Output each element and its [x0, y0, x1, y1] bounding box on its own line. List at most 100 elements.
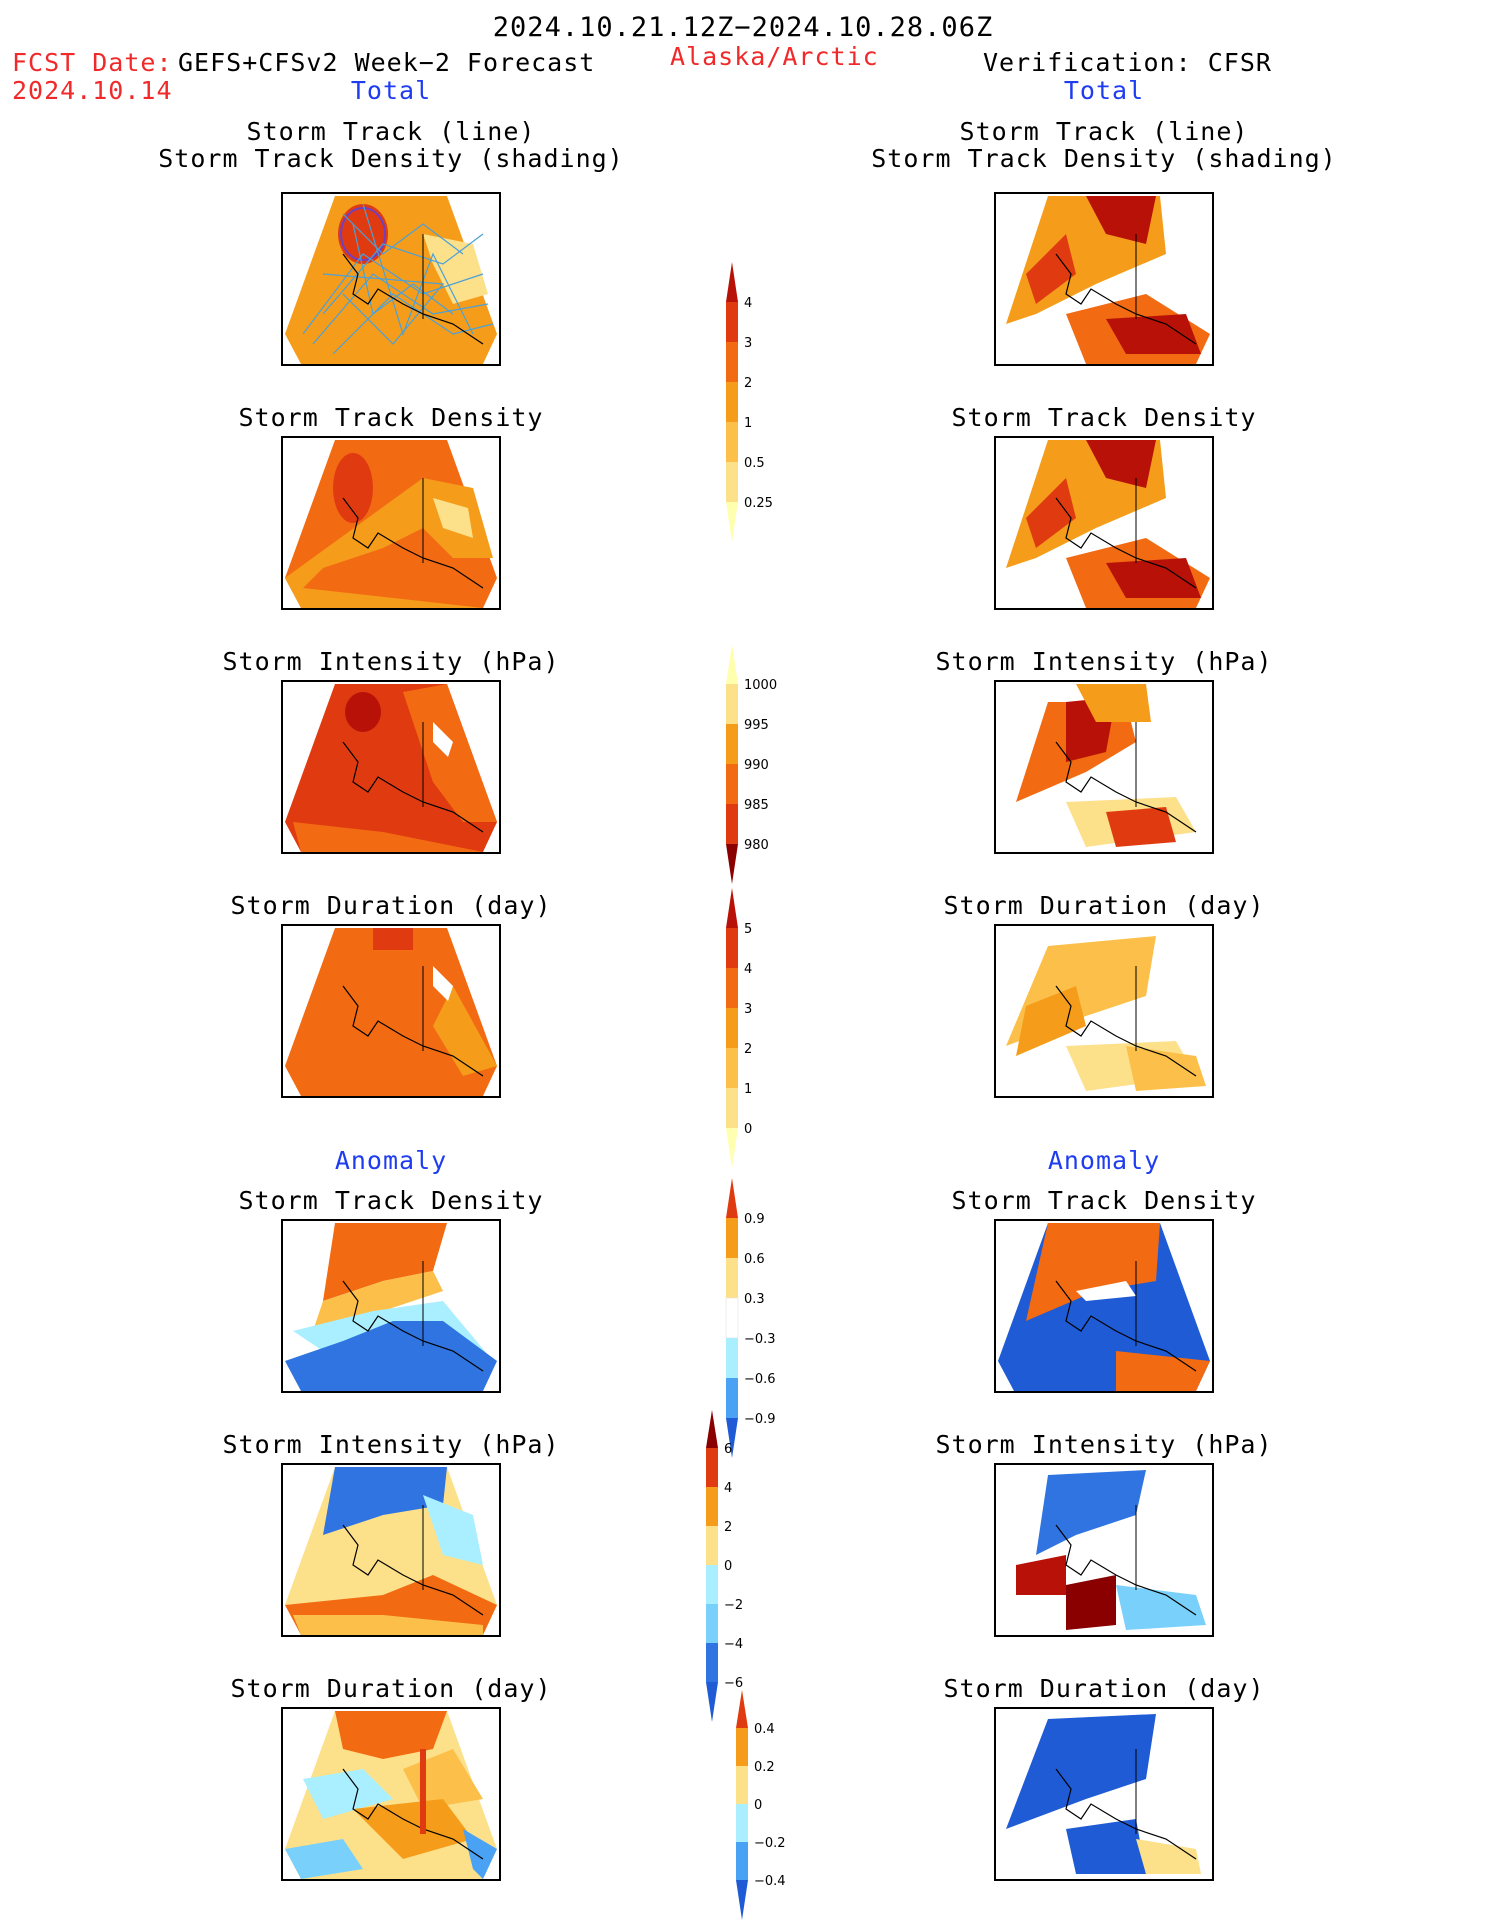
cb-density-anom-tick-0-6: 0.6: [744, 1252, 765, 1267]
map-panel-duration-verif: [994, 924, 1214, 1098]
map-intensity-forecast: [285, 684, 497, 852]
map-intensity-anom-forecast: [285, 1467, 497, 1635]
cb-duration-tick-3: 3: [744, 1002, 752, 1017]
cb-intensity-tick-990: 990: [744, 758, 769, 773]
map-panel-intensity-forecast: [281, 680, 501, 854]
cb-density-anom-tick-neg-0-3: −0.3: [744, 1332, 776, 1347]
colorbar-density-anom-svg: 0.9 0.6 0.3 −0.3 −0.6 −0.9: [725, 1178, 776, 1458]
cb-duration-tick-4: 4: [744, 962, 752, 977]
panel-title-track-shading-left: Storm Track Density (shading): [158, 144, 624, 173]
map-track-verif: [998, 196, 1210, 364]
colorbar-duration-total-svg: 5 4 3 2 1 0: [726, 888, 752, 1168]
colorbar-duration-total: 5 4 3 2 1 0: [720, 888, 780, 1172]
panel-title-duration-left: Storm Duration (day): [230, 891, 552, 920]
region-label: Alaska/Arctic: [670, 42, 879, 71]
colorbar-intensity-anom: 6 4 2 0 −2 −4 −6: [700, 1410, 760, 1726]
colorbar-duration-anom-svg: 0.4 0.2 0 −0.2 −0.4: [736, 1690, 786, 1920]
section-total-right: Total: [1063, 76, 1145, 105]
cb-density-anom-tick-0-3: 0.3: [744, 1292, 765, 1307]
map-density-anom-forecast: [285, 1223, 497, 1391]
map-density-anom-verif: [998, 1223, 1210, 1391]
period-title: 2024.10.21.12Z−2024.10.28.06Z: [492, 12, 994, 43]
map-intensity-verif: [998, 684, 1210, 852]
cb-duration-anom-tick-0: 0: [754, 1798, 762, 1813]
map-duration-forecast: [285, 928, 497, 1096]
panel-title-intensity-left: Storm Intensity (hPa): [222, 647, 560, 676]
panel-title-duration-right: Storm Duration (day): [943, 891, 1265, 920]
cb-intensity-tick-1000: 1000: [744, 678, 777, 693]
cb-intensity-tick-980: 980: [744, 838, 769, 853]
colorbar-duration-anom: 0.4 0.2 0 −0.2 −0.4: [730, 1690, 790, 1924]
panel-title-track-line-left: Storm Track (line): [246, 117, 536, 146]
cb-duration-tick-1: 1: [744, 1082, 752, 1097]
cb-duration-anom-tick-0-4: 0.4: [754, 1722, 775, 1737]
map-panel-density-verif: [994, 436, 1214, 610]
panel-title-intensity-anom-right: Storm Intensity (hPa): [935, 1430, 1273, 1459]
map-panel-duration-forecast: [281, 924, 501, 1098]
cb-duration-tick-5: 5: [744, 922, 752, 937]
verification-label: Verification: CFSR: [983, 48, 1272, 77]
cb-intensity-tick-985: 985: [744, 798, 769, 813]
panel-title-track-line-right: Storm Track (line): [959, 117, 1249, 146]
cb-intensity-anom-tick-6: 6: [724, 1442, 732, 1457]
map-panel-density-anom-forecast: [281, 1219, 501, 1393]
map-panel-intensity-anom-verif: [994, 1463, 1214, 1637]
panel-title-density-right: Storm Track Density: [951, 403, 1257, 432]
panel-title-duration-anom-left: Storm Duration (day): [230, 1674, 552, 1703]
map-panel-track-forecast: [281, 192, 501, 366]
cb-duration-anom-tick-neg-0-2: −0.2: [754, 1836, 786, 1851]
map-intensity-anom-verif: [998, 1467, 1210, 1635]
map-duration-anom-verif: [998, 1711, 1210, 1879]
cb-intensity-anom-tick-neg-6: −6: [724, 1676, 743, 1691]
section-anomaly-left: Anomaly: [334, 1146, 448, 1175]
colorbar-density-total-svg: 4 3 2 1 0.5 0.25: [726, 262, 773, 542]
map-density-forecast: [285, 440, 497, 608]
cb-density-tick-0-25: 0.25: [744, 496, 773, 511]
map-density-verif: [998, 440, 1210, 608]
map-duration-anom-forecast: [285, 1711, 497, 1879]
colorbar-intensity-anom-svg: 6 4 2 0 −2 −4 −6: [706, 1410, 743, 1722]
section-total-left: Total: [350, 76, 432, 105]
panel-title-density-anom-left: Storm Track Density: [238, 1186, 544, 1215]
cb-duration-tick-0: 0: [744, 1122, 752, 1137]
cb-intensity-anom-tick-neg-2: −2: [724, 1598, 743, 1613]
cb-density-tick-3: 3: [744, 336, 752, 351]
map-panel-duration-anom-verif: [994, 1707, 1214, 1881]
forecast-name: GEFS+CFSv2 Week−2 Forecast: [178, 48, 596, 77]
fcst-date-label: FCST Date:: [12, 48, 173, 77]
colorbar-intensity-total: 1000 995 990 985 980: [720, 644, 780, 888]
map-panel-track-verif: [994, 192, 1214, 366]
cb-intensity-anom-tick-neg-4: −4: [724, 1637, 743, 1652]
cb-intensity-anom-tick-0: 0: [724, 1559, 732, 1574]
cb-duration-anom-tick-0-2: 0.2: [754, 1760, 775, 1775]
cb-duration-anom-tick-neg-0-4: −0.4: [754, 1874, 786, 1889]
colorbar-density-anom: 0.9 0.6 0.3 −0.3 −0.6 −0.9: [720, 1178, 780, 1462]
map-track-forecast: [285, 196, 497, 364]
panel-title-intensity-anom-left: Storm Intensity (hPa): [222, 1430, 560, 1459]
cb-density-anom-tick-neg-0-6: −0.6: [744, 1372, 776, 1387]
cb-intensity-tick-995: 995: [744, 718, 769, 733]
cb-intensity-anom-tick-2: 2: [724, 1520, 732, 1535]
map-panel-density-anom-verif: [994, 1219, 1214, 1393]
cb-density-tick-1: 1: [744, 416, 752, 431]
panel-title-intensity-right: Storm Intensity (hPa): [935, 647, 1273, 676]
cb-density-anom-tick-0-9: 0.9: [744, 1212, 765, 1227]
panel-title-density-anom-right: Storm Track Density: [951, 1186, 1257, 1215]
panel-title-density-left: Storm Track Density: [238, 403, 544, 432]
cb-density-anom-tick-neg-0-9: −0.9: [744, 1412, 776, 1427]
colorbar-density-total: 4 3 2 1 0.5 0.25: [720, 262, 780, 546]
map-duration-verif: [998, 928, 1210, 1096]
cb-duration-tick-2: 2: [744, 1042, 752, 1057]
map-panel-density-forecast: [281, 436, 501, 610]
cb-density-tick-4: 4: [744, 296, 752, 311]
cb-density-tick-0-5: 0.5: [744, 456, 765, 471]
map-panel-intensity-verif: [994, 680, 1214, 854]
map-panel-intensity-anom-forecast: [281, 1463, 501, 1637]
cb-density-tick-2: 2: [744, 376, 752, 391]
section-anomaly-right: Anomaly: [1047, 1146, 1161, 1175]
panel-title-track-shading-right: Storm Track Density (shading): [871, 144, 1337, 173]
colorbar-intensity-total-svg: 1000 995 990 985 980: [726, 644, 777, 884]
fcst-date: 2024.10.14: [12, 76, 173, 105]
map-panel-duration-anom-forecast: [281, 1707, 501, 1881]
